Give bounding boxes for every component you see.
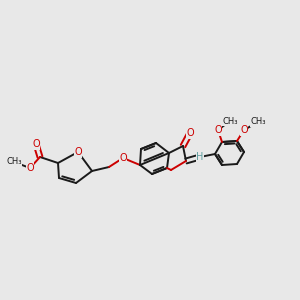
Text: O: O [26, 163, 34, 173]
Text: CH₃: CH₃ [222, 116, 238, 125]
Text: O: O [214, 125, 222, 135]
Text: H: H [196, 152, 204, 162]
Text: O: O [186, 128, 194, 138]
Text: CH₃: CH₃ [6, 158, 22, 166]
Text: O: O [74, 147, 82, 157]
Text: O: O [240, 125, 248, 135]
Text: CH₃: CH₃ [250, 118, 266, 127]
Text: O: O [32, 139, 40, 149]
Text: O: O [119, 153, 127, 163]
